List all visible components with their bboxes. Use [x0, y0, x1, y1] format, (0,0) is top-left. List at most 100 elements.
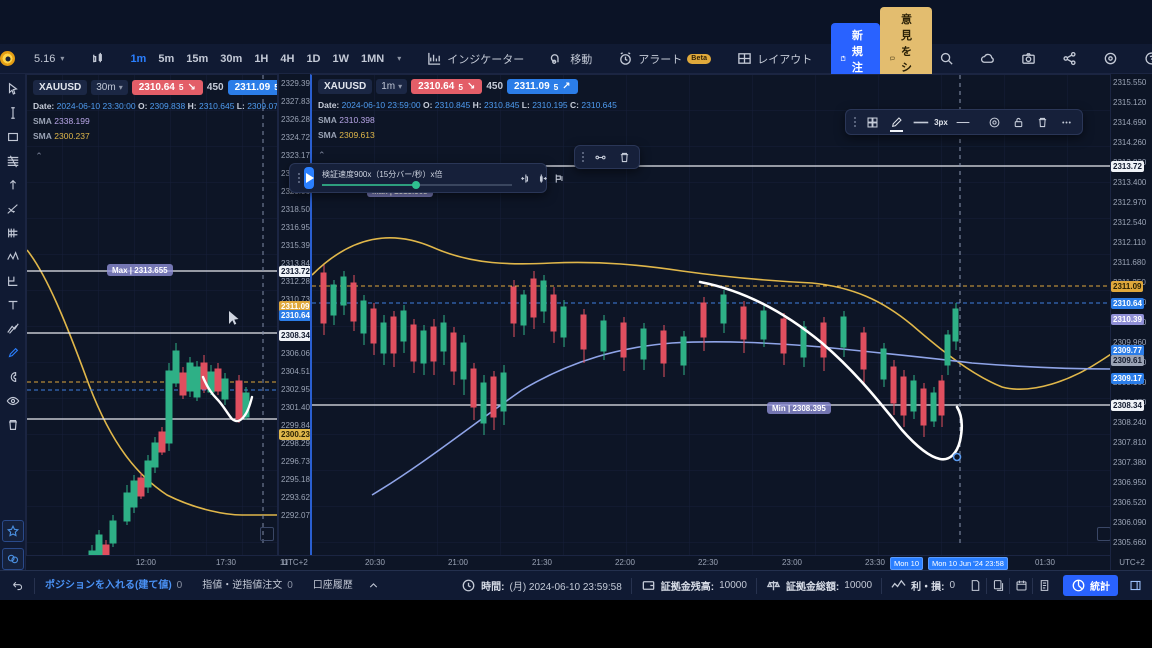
statistics-button[interactable]: 統計	[1063, 575, 1118, 596]
price-axis-right[interactable]: 2315.550 2315.120 2314.690 2314.260 2313…	[1110, 74, 1152, 570]
pattern-icon-tool[interactable]	[2, 318, 24, 340]
line-width-icon[interactable]: 3px	[908, 110, 952, 134]
play-icon[interactable]	[304, 167, 314, 189]
chevron-up-icon[interactable]: ⌃	[35, 150, 43, 161]
elliott-wave-icon-tool[interactable]	[2, 246, 24, 268]
time-axis-right[interactable]: 20:30 21:00 21:30 22:00 22:30 23:00 23:3…	[310, 555, 1110, 570]
chart-panel-right[interactable]: XAUUSD 1m ▾ 2310.64 5 ↘ 450 2311.09 5 ↗ Date:…	[310, 74, 1152, 570]
magnet-link-icon[interactable]	[588, 145, 612, 169]
symbol-timeframe[interactable]: 30m ▾	[91, 79, 128, 95]
cursor-icon-tool[interactable]	[2, 78, 24, 100]
symbol-timeframe[interactable]: 1m ▾	[376, 79, 408, 94]
tab-timeframe-1h[interactable]: 1H	[254, 52, 269, 65]
app-logo[interactable]	[0, 44, 15, 74]
bid-price-button[interactable]: 2310.64 5 ↘	[131, 79, 203, 95]
eye-icon-tool[interactable]	[2, 390, 24, 412]
chart-right-sma1[interactable]: SMA 2310.398	[318, 115, 375, 125]
report-icon[interactable]	[1033, 575, 1055, 597]
replay-speed-slider[interactable]	[322, 181, 512, 189]
line-style-icon[interactable]	[952, 110, 982, 134]
tab-timeframe-15m[interactable]: 15m	[186, 52, 209, 65]
jump-to-icon[interactable]	[553, 166, 566, 190]
time-axis-left[interactable]: 12:00 17:30 11	[26, 555, 310, 570]
timeframe-dropdown[interactable]: ▾	[390, 50, 408, 67]
drag-handle-icon[interactable]	[578, 152, 588, 162]
drag-handle-icon[interactable]	[850, 117, 860, 127]
replay-control-panel[interactable]: 検証速度900x（15分バー/秒）x倍	[289, 163, 563, 193]
candle-settings-button[interactable]	[83, 47, 112, 70]
chart-left-sma2[interactable]: SMA 2300.237	[33, 131, 90, 141]
help-button[interactable]	[1137, 47, 1152, 70]
tab-positions[interactable]: ポジションを入れる(建て値) 0	[35, 571, 192, 601]
timezone-left[interactable]: UTC+2	[282, 558, 308, 567]
panel-icon[interactable]	[1124, 575, 1146, 597]
tab-timeframe-1mn[interactable]: 1MN	[361, 52, 385, 65]
undo-icon[interactable]	[6, 575, 28, 597]
fib-retracement-icon-tool[interactable]	[2, 150, 24, 172]
object-tree-button[interactable]	[1, 548, 24, 570]
trash-icon-tool[interactable]	[2, 414, 24, 436]
lock-icon[interactable]	[1006, 110, 1030, 134]
copy-icon[interactable]	[987, 575, 1009, 597]
pl-value: 0	[949, 580, 955, 591]
tab-timeframe-1m[interactable]: 1m	[130, 52, 147, 65]
cloud-sync-button[interactable]	[973, 47, 1002, 70]
drag-handle-icon[interactable]	[294, 173, 304, 183]
settings-icon[interactable]	[982, 110, 1006, 134]
crosshair-icon-tool[interactable]	[2, 102, 24, 124]
pencil-color-icon[interactable]	[884, 110, 908, 134]
lot-size[interactable]: 450	[206, 81, 224, 93]
chart-left-sma1[interactable]: SMA 2338.199	[33, 116, 90, 126]
step-forward-icon[interactable]	[534, 166, 547, 190]
tab-pending-orders[interactable]: 指値・逆指値注文 0	[192, 571, 303, 601]
fullscreen-icon[interactable]	[260, 527, 274, 541]
tab-account-history[interactable]: 口座履歴	[303, 571, 363, 601]
share-button[interactable]	[1055, 47, 1084, 70]
symbol-name[interactable]: XAUUSD	[318, 79, 373, 94]
text-icon-tool[interactable]	[2, 294, 24, 316]
alert-button[interactable]: アラート Beta	[611, 47, 718, 71]
arrow-marker-icon-tool[interactable]	[2, 174, 24, 196]
step-back-icon[interactable]	[521, 166, 534, 190]
magnet-icon-tool[interactable]	[2, 366, 24, 388]
brush-icon-tool[interactable]	[2, 342, 24, 364]
pitchfork-icon-tool[interactable]	[2, 198, 24, 220]
favorites-star-button[interactable]	[1, 520, 24, 542]
tab-timeframe-1w[interactable]: 1W	[332, 52, 350, 65]
rectangle-icon-tool[interactable]	[2, 126, 24, 148]
indicators-button[interactable]: インジケーター	[420, 47, 531, 71]
symbol-name[interactable]: XAUUSD	[33, 79, 88, 95]
doc-icon[interactable]	[964, 575, 986, 597]
templates-icon[interactable]	[860, 110, 884, 134]
trash-icon[interactable]	[612, 145, 636, 169]
long-position-icon-tool[interactable]	[2, 270, 24, 292]
price-axis-left[interactable]: 2329.390 2327.835 2326.280 2324.725 2323…	[278, 74, 314, 570]
replay-button[interactable]: 移動	[543, 47, 599, 71]
chevron-up-icon[interactable]: ⌃	[318, 150, 326, 160]
chart-right-sma2[interactable]: SMA 2309.613	[318, 130, 375, 140]
more-icon[interactable]	[1054, 110, 1078, 134]
gann-icon-tool[interactable]	[2, 222, 24, 244]
layout-value-button[interactable]: 5.16 ▾	[27, 49, 71, 69]
tab-timeframe-1d[interactable]: 1D	[306, 52, 321, 65]
calendar-icon[interactable]	[1010, 575, 1032, 597]
tab-timeframe-4h[interactable]: 4H	[280, 52, 295, 65]
record-button[interactable]	[1096, 47, 1125, 70]
bid-price-button[interactable]: 2310.64 5 ↘	[411, 79, 483, 94]
tab-timeframe-5m[interactable]: 5m	[158, 52, 175, 65]
trash-icon[interactable]	[1030, 110, 1054, 134]
fullscreen-icon[interactable]	[1097, 527, 1111, 541]
chart-panel-left[interactable]: XAUUSD 30m▾ 2310.645↘ 450 2311.095↗ ✕ Da…	[26, 74, 278, 570]
slider-knob[interactable]	[412, 181, 420, 189]
drawing-properties-panel[interactable]: 3px	[845, 109, 1083, 135]
layout-button[interactable]: レイアウト	[730, 47, 819, 71]
chevron-up-icon[interactable]	[363, 575, 385, 597]
object-context-panel[interactable]	[574, 145, 640, 169]
lot-size[interactable]: 450	[486, 81, 504, 92]
screenshot-button[interactable]	[1014, 47, 1043, 70]
tab-timeframe-30m[interactable]: 30m	[220, 52, 243, 65]
search-button[interactable]	[932, 47, 961, 70]
ask-price-button[interactable]: 2311.095↗	[227, 79, 277, 95]
timezone-right[interactable]: UTC+2	[1119, 558, 1145, 567]
